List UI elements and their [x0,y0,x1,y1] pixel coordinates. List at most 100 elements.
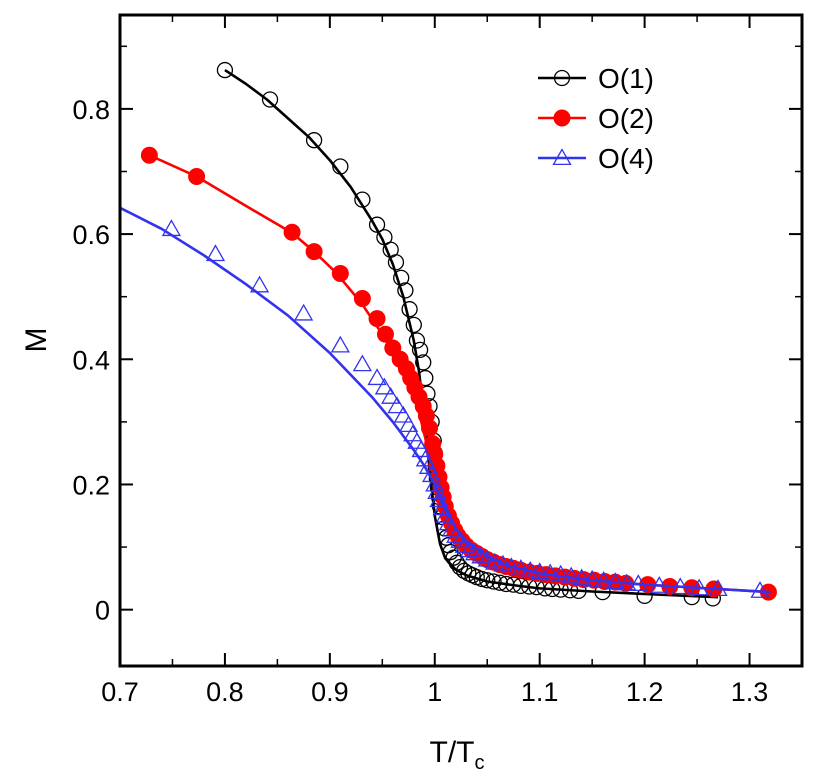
data-point [561,566,581,584]
data-point [411,440,431,458]
data-point [393,269,410,287]
legend-entry: O(1) [538,63,654,94]
data-point [582,569,602,587]
data-point [446,525,466,543]
data-point [332,158,349,175]
data-point [435,505,455,523]
data-point [397,282,414,299]
data-point [520,561,540,578]
data-point [628,574,648,592]
y-tick-label: 0.8 [72,95,110,125]
data-point [425,474,445,492]
data-point [708,579,728,597]
data-point [387,254,405,271]
data-point [205,244,226,262]
data-point [283,223,301,241]
data-point [387,396,407,414]
tick-labels: 0.7 0.8 0.9 1 1.1 1.2 1.3 0 0.2 0.4 0.6 0.8 [72,95,768,707]
data-point [405,316,422,334]
data-point [401,301,418,318]
data-point [367,368,387,386]
x-tick-label: 0.8 [206,677,244,707]
data-point [445,549,462,566]
data-point [374,377,395,395]
data-point [305,132,323,149]
data-point [249,275,270,293]
data-point [572,568,592,586]
data-point [331,265,349,283]
data-point [408,332,426,349]
data-point [353,290,371,308]
data-point [689,578,709,596]
series-line [120,206,771,594]
data-point [491,574,508,591]
legend-label: O(1) [598,63,654,94]
data-point [415,354,432,371]
x-tick-label: 0.9 [311,677,349,707]
data-point [750,581,770,598]
x-axis-label-main: T/T [430,736,475,769]
data-point [330,335,350,353]
y-axis-label: M [20,328,53,353]
x-tick-label: 1.3 [731,677,769,707]
data-point [352,354,372,372]
data-point [368,216,386,233]
data-point [594,571,614,588]
data-point [617,573,637,591]
y-tick-label: 0.2 [72,470,110,500]
tick-marks [119,15,802,666]
y-tick-label: 0 [95,596,110,626]
legend: O(1) O(2) O(4) [538,63,654,174]
data-point [540,563,560,581]
data-point [454,536,474,553]
data-point [511,559,531,577]
data-point [393,405,413,423]
data-point [450,530,470,548]
legend-entry: O(4) [538,143,654,174]
data-point [649,576,669,593]
data-point [398,415,419,433]
data-point [305,243,323,261]
data-point [605,572,625,590]
data-point [432,498,452,516]
data-point [501,557,521,575]
data-point [411,341,429,359]
data-point [161,219,182,237]
data-point [493,554,513,572]
x-tick-label: 0.7 [101,677,139,707]
data-point [381,387,401,404]
data-point [479,572,496,589]
data-point [216,61,234,79]
plot-frame [118,13,804,668]
y-tick-label: 0.6 [72,220,110,250]
x-tick-label: 1.2 [626,677,664,707]
legend-label: O(2) [598,103,654,134]
legend-entry: O(2) [538,103,654,134]
data-point [261,91,279,108]
x-axis-label: T/Tc [430,736,485,774]
data-point [427,482,447,500]
legend-marker [553,69,571,87]
legend-marker [552,148,572,166]
x-tick-label: 1 [427,677,442,707]
data-point [459,540,480,558]
data-point [293,303,314,321]
data-point [415,449,435,467]
data-point [421,419,439,437]
data-point [505,576,522,593]
legend-label: O(4) [598,143,654,174]
legend-marker [553,109,571,127]
data-point [484,552,505,570]
data-point [354,191,371,208]
data-point [188,167,206,185]
data-point [368,310,386,328]
series [120,61,777,607]
series-2 [120,206,771,598]
data-point [451,558,469,576]
x-tick-label: 1.1 [521,677,559,707]
data-point [376,325,394,343]
x-axis-label-subscript: c [475,752,485,774]
data-point [485,573,502,590]
data-point [551,564,571,582]
